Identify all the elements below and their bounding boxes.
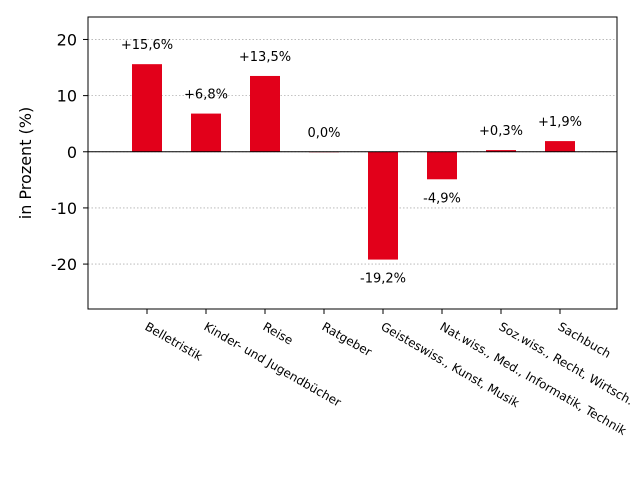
category-label: Ratgeber — [320, 319, 375, 359]
y-tick-label: 10 — [57, 87, 77, 106]
plot-frame — [87, 16, 618, 310]
bar — [427, 151, 457, 180]
category-label: Belletristik — [143, 319, 205, 363]
y-tick-label: 0 — [67, 143, 77, 162]
data-label: +6,8% — [184, 88, 228, 103]
y-axis-ticks: 20 10 0 -10 -20 — [51, 30, 88, 274]
y-tick-label: 20 — [57, 30, 77, 49]
y-tick-label: -20 — [51, 255, 77, 274]
bar — [132, 64, 162, 152]
y-axis-title: in Prozent (%) — [16, 107, 35, 219]
data-label: -19,2% — [360, 272, 406, 287]
category-label: Reise — [261, 319, 296, 347]
bars — [132, 64, 575, 260]
bar — [250, 75, 280, 152]
data-label: 0,0% — [307, 126, 340, 141]
bar — [191, 113, 221, 152]
data-label: +0,3% — [479, 124, 523, 139]
data-label: +13,5% — [239, 50, 291, 65]
bar — [486, 150, 516, 152]
data-label: +15,6% — [121, 38, 173, 53]
bar — [368, 151, 398, 260]
data-label: -4,9% — [423, 191, 461, 206]
data-labels: +15,6% +6,8% +13,5% 0,0% -19,2% -4,9% +0,3% +1,… — [121, 38, 582, 286]
data-label: +1,9% — [538, 115, 582, 130]
x-axis-ticks — [146, 309, 561, 314]
y-tick-label: -10 — [51, 199, 77, 218]
bar — [545, 141, 575, 152]
